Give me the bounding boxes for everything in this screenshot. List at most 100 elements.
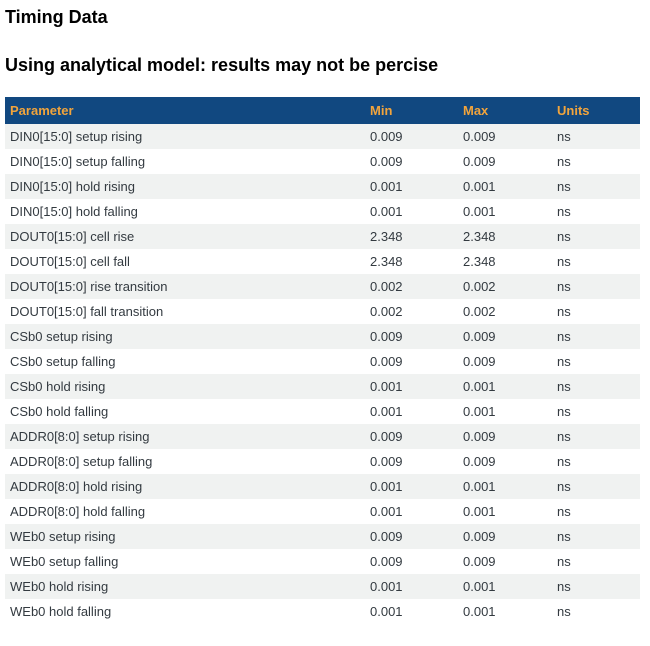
column-header-units: Units: [557, 103, 590, 118]
cell-min: 0.001: [370, 479, 403, 494]
table-row: DOUT0[15:0] cell fall 2.348 2.348 ns: [5, 249, 640, 274]
cell-min: 0.009: [370, 354, 403, 369]
cell-parameter: DIN0[15:0] setup rising: [10, 129, 143, 144]
cell-parameter: CSb0 setup falling: [10, 354, 116, 369]
table-row: ADDR0[8:0] setup rising 0.009 0.009 ns: [5, 424, 640, 449]
table-row: CSb0 hold rising 0.001 0.001 ns: [5, 374, 640, 399]
cell-min: 0.009: [370, 454, 403, 469]
cell-max: 0.009: [463, 329, 496, 344]
column-header-max: Max: [463, 103, 489, 118]
cell-max: 0.001: [463, 604, 496, 619]
table-header-row: Parameter Min Max Units: [5, 97, 640, 124]
cell-units: ns: [557, 454, 571, 469]
table-row: DIN0[15:0] hold rising 0.001 0.001 ns: [5, 174, 640, 199]
table-row: CSb0 hold falling 0.001 0.001 ns: [5, 399, 640, 424]
table-row: WEb0 setup falling 0.009 0.009 ns: [5, 549, 640, 574]
cell-max: 0.001: [463, 504, 496, 519]
cell-max: 0.009: [463, 129, 496, 144]
cell-min: 0.009: [370, 129, 403, 144]
cell-max: 0.001: [463, 579, 496, 594]
cell-max: 0.009: [463, 454, 496, 469]
cell-units: ns: [557, 254, 571, 269]
cell-units: ns: [557, 379, 571, 394]
column-header-parameter: Parameter: [10, 103, 74, 118]
cell-min: 0.009: [370, 554, 403, 569]
table-body: DIN0[15:0] setup rising 0.009 0.009 ns D…: [5, 124, 640, 624]
cell-min: 2.348: [370, 254, 403, 269]
cell-min: 0.009: [370, 529, 403, 544]
cell-max: 2.348: [463, 254, 496, 269]
cell-parameter: DIN0[15:0] hold falling: [10, 204, 138, 219]
page-subtitle: Using analytical model: results may not …: [5, 55, 439, 75]
cell-parameter: DOUT0[15:0] fall transition: [10, 304, 164, 319]
page-title: Timing Data: [5, 7, 108, 27]
cell-max: 0.001: [463, 204, 496, 219]
cell-units: ns: [557, 604, 571, 619]
column-header-min: Min: [370, 103, 393, 118]
cell-min: 0.001: [370, 204, 403, 219]
cell-units: ns: [557, 154, 571, 169]
table-row: DOUT0[15:0] fall transition 0.002 0.002 …: [5, 299, 640, 324]
cell-units: ns: [557, 579, 571, 594]
cell-parameter: ADDR0[8:0] setup falling: [10, 454, 153, 469]
table-row: WEb0 setup rising 0.009 0.009 ns: [5, 524, 640, 549]
cell-parameter: CSb0 hold rising: [10, 379, 106, 394]
cell-parameter: WEb0 setup rising: [10, 529, 116, 544]
cell-units: ns: [557, 204, 571, 219]
cell-parameter: DOUT0[15:0] rise transition: [10, 279, 168, 294]
cell-max: 0.009: [463, 354, 496, 369]
table-row: ADDR0[8:0] hold rising 0.001 0.001 ns: [5, 474, 640, 499]
cell-max: 2.348: [463, 229, 496, 244]
cell-min: 2.348: [370, 229, 403, 244]
cell-min: 0.009: [370, 154, 403, 169]
cell-parameter: DOUT0[15:0] cell rise: [10, 229, 135, 244]
cell-parameter: WEb0 hold rising: [10, 579, 109, 594]
cell-units: ns: [557, 554, 571, 569]
cell-max: 0.009: [463, 154, 496, 169]
table-row: DIN0[15:0] setup falling 0.009 0.009 ns: [5, 149, 640, 174]
cell-units: ns: [557, 529, 571, 544]
table-row: DOUT0[15:0] cell rise 2.348 2.348 ns: [5, 224, 640, 249]
cell-parameter: CSb0 hold falling: [10, 404, 109, 419]
cell-units: ns: [557, 479, 571, 494]
cell-max: 0.001: [463, 479, 496, 494]
cell-units: ns: [557, 279, 571, 294]
cell-parameter: WEb0 setup falling: [10, 554, 119, 569]
cell-max: 0.009: [463, 429, 496, 444]
cell-units: ns: [557, 329, 571, 344]
cell-max: 0.001: [463, 404, 496, 419]
cell-units: ns: [557, 304, 571, 319]
cell-min: 0.001: [370, 179, 403, 194]
cell-min: 0.001: [370, 504, 403, 519]
cell-units: ns: [557, 429, 571, 444]
cell-min: 0.002: [370, 279, 403, 294]
table-row: WEb0 hold rising 0.001 0.001 ns: [5, 574, 640, 599]
table-row: DIN0[15:0] setup rising 0.009 0.009 ns: [5, 124, 640, 149]
cell-parameter: ADDR0[8:0] setup rising: [10, 429, 150, 444]
cell-max: 0.001: [463, 179, 496, 194]
cell-max: 0.009: [463, 529, 496, 544]
cell-units: ns: [557, 354, 571, 369]
cell-min: 0.009: [370, 329, 403, 344]
cell-min: 0.009: [370, 429, 403, 444]
cell-max: 0.009: [463, 554, 496, 569]
cell-units: ns: [557, 179, 571, 194]
table-row: ADDR0[8:0] setup falling 0.009 0.009 ns: [5, 449, 640, 474]
table-row: DOUT0[15:0] rise transition 0.002 0.002 …: [5, 274, 640, 299]
cell-min: 0.002: [370, 304, 403, 319]
cell-units: ns: [557, 129, 571, 144]
cell-units: ns: [557, 504, 571, 519]
cell-max: 0.002: [463, 279, 496, 294]
cell-parameter: DOUT0[15:0] cell fall: [10, 254, 130, 269]
cell-units: ns: [557, 404, 571, 419]
cell-max: 0.001: [463, 379, 496, 394]
cell-parameter: WEb0 hold falling: [10, 604, 112, 619]
cell-units: ns: [557, 229, 571, 244]
table-row: CSb0 setup falling 0.009 0.009 ns: [5, 349, 640, 374]
cell-parameter: DIN0[15:0] hold rising: [10, 179, 136, 194]
table-row: DIN0[15:0] hold falling 0.001 0.001 ns: [5, 199, 640, 224]
table-row: ADDR0[8:0] hold falling 0.001 0.001 ns: [5, 499, 640, 524]
cell-max: 0.002: [463, 304, 496, 319]
cell-min: 0.001: [370, 579, 403, 594]
cell-min: 0.001: [370, 379, 403, 394]
